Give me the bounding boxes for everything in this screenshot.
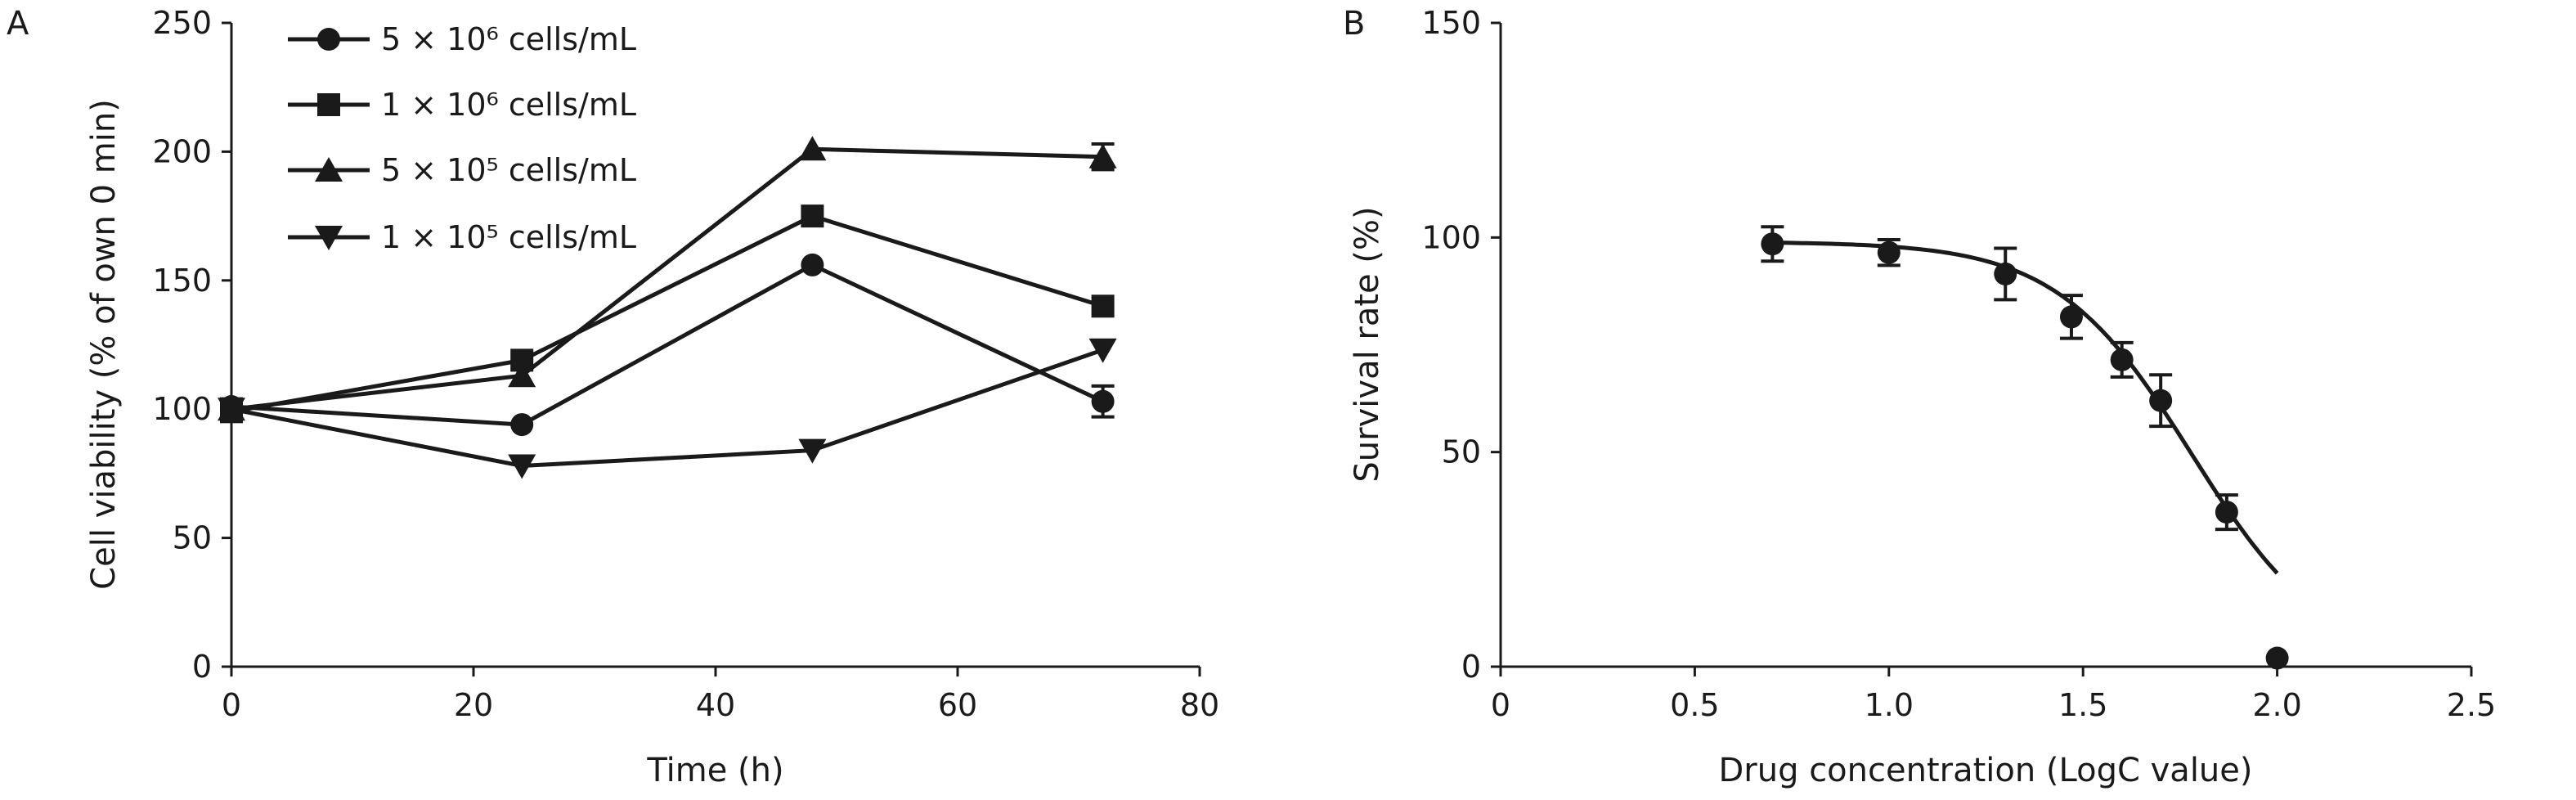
- panel-b-x-ticks: 0 0.5 1.0 1.5 2.0 2.5: [1491, 667, 2496, 723]
- panel-b-y-ticks: 0 50 100 150: [1421, 5, 1501, 685]
- x-tick-label: 60: [938, 687, 977, 723]
- data-point: [2265, 646, 2289, 670]
- legend-item: 1 × 10⁶ cells/mL: [288, 87, 636, 123]
- y-tick-label: 0: [1461, 649, 1481, 685]
- panel-b-points: [1761, 225, 2289, 670]
- data-point-circle: [2110, 348, 2134, 371]
- x-tick-label: 2.5: [2447, 687, 2496, 723]
- data-point-circle: [2149, 389, 2173, 412]
- panel-b-x-axis-title: Drug concentration (LogC value): [1718, 752, 2252, 789]
- y-tick-label: 150: [152, 263, 212, 299]
- legend-label: 5 × 10⁶ cells/mL: [381, 21, 636, 57]
- y-tick-label: 150: [1421, 5, 1481, 41]
- panel-a-y-ticks: 0 50 100 150 200 250: [152, 5, 231, 685]
- legend-item: 5 × 10⁶ cells/mL: [288, 21, 636, 57]
- y-tick-label: 100: [152, 391, 212, 427]
- panel-a-x-axis-title: Time (h): [646, 752, 783, 789]
- data-point: [1994, 246, 2017, 302]
- data-point: [1877, 237, 1901, 267]
- data-point-triangle-down: [1088, 338, 1117, 363]
- data-point-triangle-up: [798, 136, 827, 161]
- legend-triangle-down-marker: [315, 226, 343, 250]
- data-point-triangle-down: [508, 454, 536, 479]
- x-tick-label: 0: [1491, 687, 1510, 723]
- x-tick-label: 2.0: [2252, 687, 2301, 723]
- data-point-circle: [1761, 232, 1784, 256]
- x-tick-label: 1.5: [2058, 687, 2107, 723]
- data-point-circle: [2215, 501, 2238, 524]
- data-point-triangle-down: [798, 438, 827, 464]
- panel-b-fit-curve: [1772, 240, 2279, 575]
- data-point: [2110, 340, 2134, 379]
- legend-label: 1 × 10⁶ cells/mL: [381, 87, 636, 123]
- data-point-triangle-down: [218, 398, 245, 423]
- legend-label: 5 × 10⁵ cells/mL: [381, 152, 636, 188]
- y-tick-label: 250: [152, 5, 212, 41]
- x-tick-label: 40: [696, 687, 735, 723]
- data-point: [2215, 493, 2238, 532]
- panel-a-legend: 5 × 10⁶ cells/mL 1 × 10⁶ cells/mL 5 × 10…: [288, 21, 636, 255]
- legend-label: 1 × 10⁵ cells/mL: [381, 219, 636, 255]
- panel-a-series: [218, 136, 1117, 479]
- data-point-circle: [510, 413, 534, 437]
- series-line: [231, 348, 1104, 468]
- x-tick-label: 20: [454, 687, 493, 723]
- legend-triangle-up-marker: [315, 157, 343, 182]
- data-point: [2149, 373, 2173, 429]
- x-tick-label: 0: [222, 687, 241, 723]
- panel-b-label: B: [1343, 5, 1365, 43]
- panel-a: A 0 50 100 150 200 250 0 20 40 60 80 Time (h) Cel…: [7, 5, 1219, 789]
- panel-a-x-ticks: 0 20 40 60 80: [222, 667, 1219, 723]
- series: [220, 253, 1115, 437]
- data-point-triangle-up: [1088, 143, 1117, 169]
- panel-a-label: A: [7, 5, 29, 43]
- series-line: [231, 213, 1104, 414]
- data-point-circle: [801, 253, 824, 276]
- data-point-circle: [2059, 305, 2083, 329]
- x-tick-label: 1.0: [1865, 687, 1914, 723]
- panel-a-y-axis-title: Cell viability (% of own 0 min): [85, 99, 123, 590]
- y-tick-label: 200: [152, 133, 212, 169]
- legend-item: 5 × 10⁵ cells/mL: [288, 152, 636, 188]
- panel-b: B 0 50 100 150 0 0.5 1.0 1.5 2.0 2.5 Drug concen…: [1343, 5, 2496, 789]
- data-point-square: [801, 204, 824, 228]
- data-point-circle: [1091, 389, 1115, 413]
- series: [218, 338, 1117, 479]
- data-point-triangle-up: [508, 362, 536, 388]
- y-tick-label: 0: [192, 649, 212, 685]
- x-tick-label: 0.5: [1670, 687, 1719, 723]
- y-tick-label: 50: [1442, 434, 1481, 470]
- series: [218, 136, 1117, 421]
- x-tick-label: 80: [1180, 687, 1219, 723]
- data-point-square: [1091, 294, 1115, 318]
- data-point-circle: [1994, 262, 2017, 285]
- data-point: [1761, 225, 1784, 263]
- legend-item: 1 × 10⁵ cells/mL: [288, 219, 636, 255]
- data-point-circle: [1877, 240, 1901, 264]
- y-tick-label: 50: [173, 520, 212, 556]
- legend-circle-marker: [317, 28, 340, 51]
- panel-b-y-axis-title: Survival rate (%): [1349, 206, 1386, 482]
- data-point: [2059, 294, 2083, 340]
- series-line: [231, 263, 1104, 427]
- y-tick-label: 100: [1421, 219, 1481, 255]
- legend-square-marker: [317, 93, 340, 116]
- series-line: [231, 146, 1103, 411]
- data-point-circle: [2265, 646, 2289, 670]
